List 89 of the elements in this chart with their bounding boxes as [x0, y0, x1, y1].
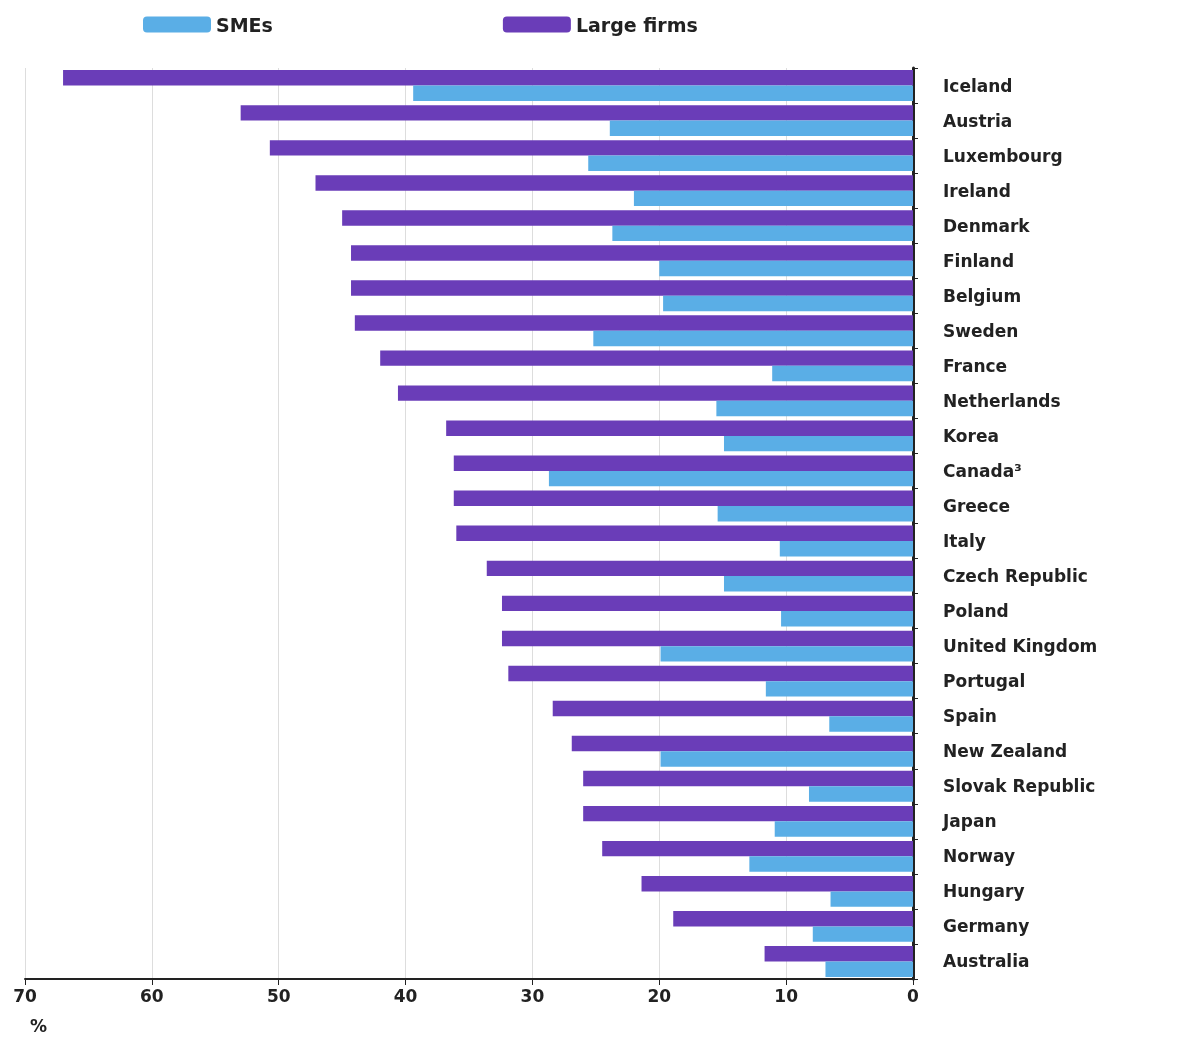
- y-tick-label: Norway: [943, 846, 1016, 867]
- bar: [723, 435, 913, 452]
- y-tick-label: Hungary: [943, 881, 1025, 902]
- bar: [609, 120, 913, 136]
- y-tick-label: Sweden: [943, 320, 1019, 341]
- bar: [342, 210, 913, 226]
- bar: [351, 245, 913, 261]
- y-tick-label: Germany: [943, 916, 1030, 937]
- bar: [830, 891, 913, 907]
- bar: [453, 490, 913, 506]
- bar: [660, 751, 913, 767]
- bar: [446, 420, 913, 436]
- legend-label: SMEs: [216, 13, 273, 36]
- bar: [749, 856, 913, 872]
- bar: [583, 770, 913, 787]
- y-tick-label: Iceland: [943, 75, 1013, 96]
- y-tick-label: Korea: [943, 425, 999, 446]
- x-tick-label: 30: [520, 985, 545, 1006]
- x-axis-title: %: [30, 1015, 48, 1036]
- bar: [413, 85, 913, 101]
- bar: [63, 70, 913, 86]
- bar: [717, 505, 913, 522]
- x-tick-label: 70: [13, 985, 37, 1006]
- bar: [583, 805, 913, 822]
- y-tick-label: Japan: [942, 811, 997, 832]
- y-tick-label: Australia: [943, 951, 1030, 972]
- y-tick-label: Spain: [943, 706, 997, 727]
- x-tick-label: 20: [647, 985, 672, 1006]
- bar: [633, 190, 913, 207]
- y-tick-label: New Zealand: [943, 741, 1068, 762]
- bar: [593, 330, 913, 347]
- bar: [588, 155, 913, 172]
- bar: [501, 595, 913, 612]
- bar: [548, 470, 913, 487]
- bar: [641, 875, 913, 892]
- bar: [486, 560, 913, 577]
- bar: [380, 350, 913, 366]
- x-tick-label: 0: [907, 985, 920, 1006]
- y-tick-label: Belgium: [943, 285, 1022, 306]
- bar: [781, 611, 913, 627]
- bar: [673, 911, 913, 927]
- bar: [663, 295, 913, 312]
- x-tick-label: 60: [140, 985, 164, 1006]
- y-tick-label: France: [943, 355, 1008, 376]
- bar: [315, 175, 913, 191]
- y-tick-label: Poland: [943, 601, 1009, 622]
- bar: [774, 821, 913, 837]
- bar: [397, 385, 913, 401]
- y-tick-label: Portugal: [943, 671, 1026, 692]
- y-tick-label: United Kingdom: [943, 636, 1098, 657]
- bar: [354, 315, 913, 331]
- bar: [552, 700, 913, 717]
- bar: [723, 576, 913, 592]
- y-tick-label: Slovak Republic: [943, 776, 1096, 797]
- bar: [829, 716, 913, 732]
- bar: [571, 735, 913, 752]
- bar: [825, 961, 913, 977]
- bar: [501, 630, 913, 647]
- bar: [812, 926, 913, 942]
- bar: [779, 541, 913, 557]
- bar: [772, 365, 913, 382]
- y-tick-label: Netherlands: [943, 390, 1061, 411]
- y-tick-label: Czech Republic: [943, 566, 1088, 587]
- bar: [808, 786, 913, 802]
- y-tick-label: Ireland: [943, 180, 1011, 201]
- y-tick-label: Finland: [943, 250, 1015, 271]
- bar: [508, 665, 913, 682]
- bar: [764, 946, 913, 962]
- y-tick-label: Luxembourg: [943, 145, 1063, 166]
- x-tick-label: 50: [266, 985, 291, 1006]
- y-tick-label: Greece: [943, 495, 1011, 516]
- bar: [612, 225, 913, 242]
- bar: [240, 105, 913, 121]
- bar: [660, 646, 913, 662]
- legend-label: Large firms: [575, 13, 698, 36]
- bar: [351, 280, 913, 296]
- bar: [716, 400, 913, 417]
- y-tick-label: Italy: [943, 531, 986, 552]
- bar: [765, 681, 913, 697]
- x-tick-label: 10: [774, 985, 799, 1006]
- bar: [456, 525, 913, 542]
- y-tick-label: Denmark: [943, 215, 1031, 236]
- bar: [602, 840, 913, 857]
- y-tick-label: Austria: [943, 110, 1013, 131]
- y-tick-label: Canada³: [943, 460, 1022, 481]
- bar: [659, 260, 913, 277]
- bar: [453, 455, 913, 471]
- x-tick-label: 40: [393, 985, 418, 1006]
- bar: [269, 140, 913, 156]
